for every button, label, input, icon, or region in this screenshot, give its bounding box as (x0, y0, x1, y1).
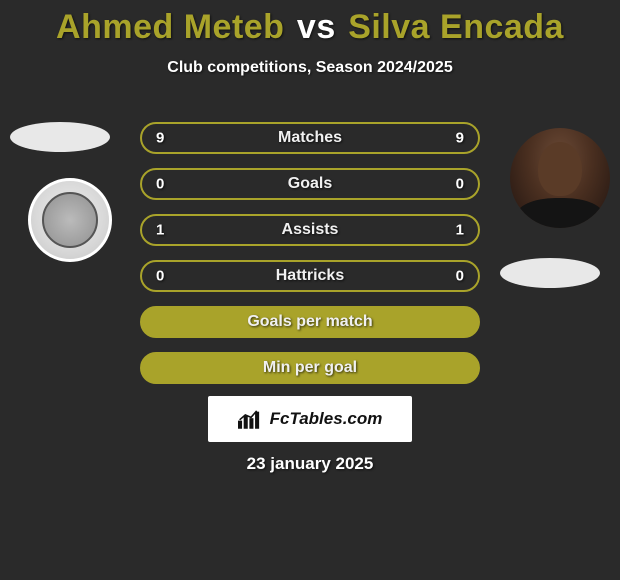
stat-row: 9 Matches 9 (140, 122, 480, 154)
club-badge-right (500, 258, 600, 288)
stat-value-right: 0 (456, 268, 464, 285)
stat-row: 0 Goals 0 (140, 168, 480, 200)
date: 23 january 2025 (0, 454, 620, 474)
stat-label: Matches (278, 129, 342, 147)
stat-value-left: 0 (156, 268, 164, 285)
silhouette-shoulders-icon (516, 198, 604, 228)
stat-row: Min per goal (140, 352, 480, 384)
stat-value-left: 9 (156, 130, 164, 147)
watermark: FcTables.com (208, 396, 412, 442)
title: Ahmed Meteb vs Silva Encada (0, 8, 620, 47)
stat-value-left: 0 (156, 176, 164, 193)
stat-row: Goals per match (140, 306, 480, 338)
stat-value-left: 1 (156, 222, 164, 239)
crest-placeholder-icon (42, 192, 98, 248)
stat-label: Goals (288, 175, 332, 193)
stat-value-right: 1 (456, 222, 464, 239)
stat-label: Goals per match (247, 313, 372, 331)
watermark-text: FcTables.com (270, 409, 383, 429)
stat-label: Hattricks (276, 267, 344, 285)
club-badge-left (10, 122, 110, 152)
silhouette-head-icon (538, 142, 582, 196)
player-photo-right (510, 128, 610, 228)
title-vs: vs (297, 8, 336, 46)
title-player2: Silva Encada (348, 8, 564, 46)
stat-row: 0 Hattricks 0 (140, 260, 480, 292)
stat-value-right: 9 (456, 130, 464, 147)
stat-row: 1 Assists 1 (140, 214, 480, 246)
subtitle: Club competitions, Season 2024/2025 (0, 59, 620, 77)
comparison-card: Ahmed Meteb vs Silva Encada Club competi… (0, 0, 620, 580)
stat-value-right: 0 (456, 176, 464, 193)
title-player1: Ahmed Meteb (56, 8, 284, 46)
stat-label: Min per goal (263, 359, 357, 377)
stat-label: Assists (282, 221, 339, 239)
player-photo-left (28, 178, 112, 262)
bars-icon (238, 408, 264, 430)
